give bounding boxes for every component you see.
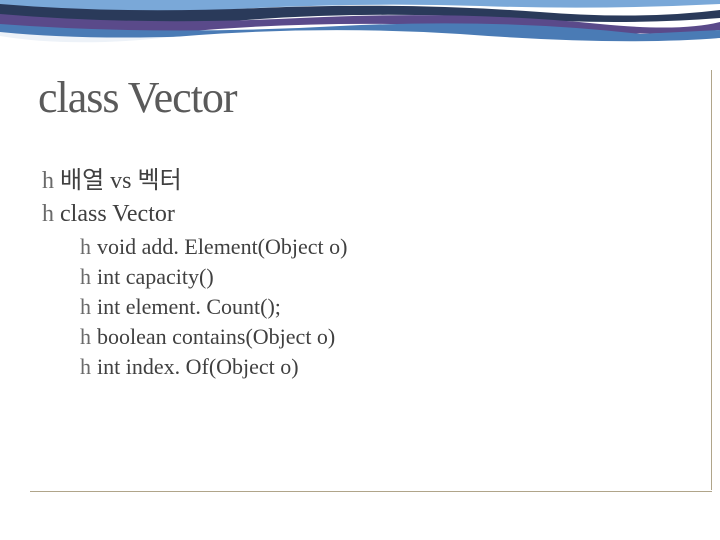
bullet-text: 배열 vs 벡터 [60,160,182,195]
bullet-level2: h int index. Of(Object o) [80,354,347,380]
bullet-icon: h [80,324,91,350]
bullet-level1: h 배열 vs 벡터 [42,160,347,195]
bullet-icon: h [80,234,91,260]
bullet-text: int capacity() [97,264,214,290]
bullet-icon: h [80,264,91,290]
wave-decoration [0,0,720,60]
frame-right-line [711,70,712,490]
slide-content: h 배열 vs 벡터 h class Vector h void add. El… [42,160,347,384]
bullet-text: void add. Element(Object o) [97,234,347,260]
bullet-level2: h boolean contains(Object o) [80,324,347,350]
bullet-level2: h int element. Count(); [80,294,347,320]
slide-container: class Vector h 배열 vs 벡터 h class Vector h… [0,0,720,540]
bullet-text: class Vector [60,201,175,228]
bullet-text: int index. Of(Object o) [97,354,299,380]
bullet-text: boolean contains(Object o) [97,324,335,350]
slide-title: class Vector [38,72,237,123]
bullet-level1: h class Vector [42,201,347,228]
bullet-icon: h [42,168,54,195]
bullet-text: int element. Count(); [97,294,281,320]
bullet-level2: h void add. Element(Object o) [80,234,347,260]
bullet-icon: h [80,354,91,380]
frame-bottom-line [30,491,712,492]
bullet-icon: h [42,201,54,228]
bullet-icon: h [80,294,91,320]
bullet-level2: h int capacity() [80,264,347,290]
